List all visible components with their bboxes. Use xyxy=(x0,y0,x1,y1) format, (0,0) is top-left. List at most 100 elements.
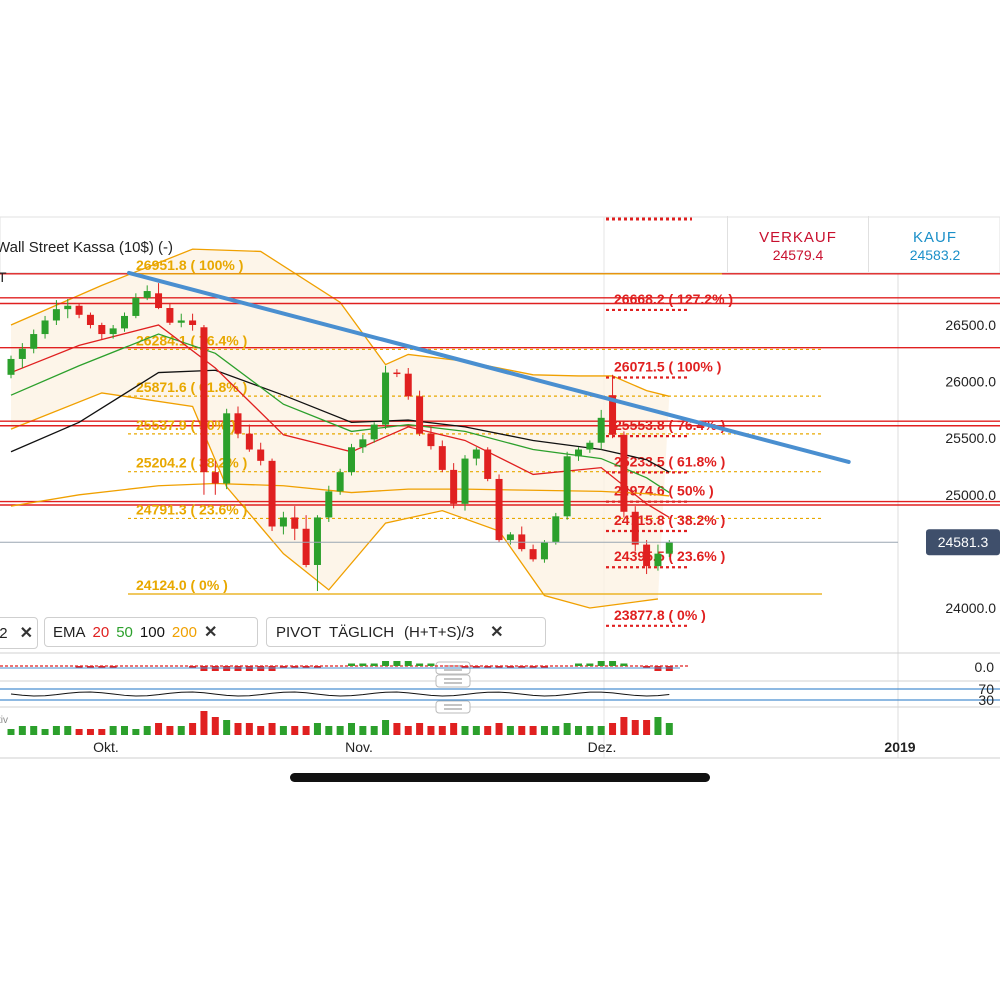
macd-bar xyxy=(279,666,287,669)
candle-body xyxy=(575,449,582,457)
volume-bar xyxy=(336,726,344,735)
buy-box[interactable]: KAUF 24583.2 xyxy=(868,216,1000,272)
candle-body xyxy=(30,334,38,349)
volume-bar xyxy=(132,729,140,735)
fib-secondary-label: 25233.5 ( 61.8% ) xyxy=(614,453,725,469)
candle xyxy=(495,474,503,543)
candle-body xyxy=(370,424,378,440)
candle-body xyxy=(41,320,49,335)
candle xyxy=(223,408,231,490)
volume-bar xyxy=(586,726,594,735)
candle-body xyxy=(529,549,537,560)
volume-bar xyxy=(41,729,49,735)
macd-bar xyxy=(472,666,480,669)
candle xyxy=(86,312,94,329)
candle xyxy=(279,511,287,535)
volume-bar xyxy=(484,726,492,735)
volume-bar xyxy=(30,726,38,735)
candle-body xyxy=(279,517,287,527)
candle-body xyxy=(132,297,140,316)
candle-body xyxy=(359,439,367,448)
candle xyxy=(427,426,435,450)
time-tick-label: 2019 xyxy=(884,739,915,755)
volume-bar xyxy=(166,726,174,735)
indicator-fragment: 2 xyxy=(0,624,8,642)
candle xyxy=(654,544,662,571)
time-axis: Okt. Nov. Dez. 2019 xyxy=(93,739,916,755)
candle-body xyxy=(268,460,276,527)
volume-bar xyxy=(52,726,60,735)
sell-label: VERKAUF xyxy=(759,229,837,246)
close-icon[interactable]: ✕ xyxy=(490,624,504,641)
volume-handle-icon xyxy=(435,700,471,714)
fib-primary-label: 24124.0 ( 0% ) xyxy=(136,577,228,593)
sell-box[interactable]: VERKAUF 24579.4 xyxy=(727,216,868,272)
close-icon[interactable]: ✕ xyxy=(203,624,218,641)
candle xyxy=(245,424,253,452)
indicator-chip-ema[interactable]: EMA 20 50 100 200 ✕ xyxy=(44,617,258,647)
candle xyxy=(143,285,151,301)
volume-bar xyxy=(18,726,26,735)
candle xyxy=(291,506,299,541)
volume-bar xyxy=(495,723,503,735)
volume-bar xyxy=(472,726,480,735)
candle xyxy=(302,515,310,568)
candle xyxy=(438,440,446,473)
candle xyxy=(597,409,605,450)
macd-bar xyxy=(518,666,526,669)
indicator-chip-pivot[interactable]: PIVOT TÄGLICH (H+T+S)/3 ✕ xyxy=(266,617,546,647)
candle-body xyxy=(109,328,117,335)
time-tick-label: Nov. xyxy=(345,739,373,755)
volume-bar xyxy=(302,726,310,735)
candle xyxy=(325,485,333,522)
candle xyxy=(382,365,390,430)
trendline-layer[interactable] xyxy=(127,270,851,464)
volume-bar xyxy=(291,726,299,735)
candle-body xyxy=(52,309,60,321)
candle-body xyxy=(506,534,514,541)
home-indicator[interactable] xyxy=(290,773,710,782)
candle xyxy=(540,540,548,563)
indicator-chip-previous[interactable]: 2 ✕ xyxy=(0,617,38,649)
current-price-badge xyxy=(926,529,1000,556)
candle-body xyxy=(336,472,344,492)
volume-bar xyxy=(268,723,276,735)
chart-canvas[interactable]: 26951.8 ( 100% ) 26284.1 ( 76.4% ) 25871.6… xyxy=(0,213,1000,790)
volume-bar xyxy=(665,723,673,735)
candle xyxy=(211,460,219,495)
candle-body xyxy=(563,456,571,517)
candle xyxy=(41,315,49,339)
macd-bar xyxy=(382,661,390,666)
fib-secondary-label: 26071.5 ( 100% ) xyxy=(614,359,721,375)
candle xyxy=(359,434,367,453)
volume-bar xyxy=(189,723,197,735)
volume-bar xyxy=(75,729,83,735)
fib-secondary-label: 23877.8 ( 0% ) xyxy=(614,607,706,623)
candle-body xyxy=(234,413,242,434)
candle xyxy=(404,368,412,400)
volume-bar xyxy=(620,717,628,735)
volume-bar xyxy=(506,726,514,735)
volume-bar xyxy=(98,729,106,735)
candle-body xyxy=(484,449,492,479)
fib-secondary-label: 26668.2 ( 127.2% ) xyxy=(614,291,733,307)
time-tick-label: Okt. xyxy=(93,739,119,755)
candle xyxy=(393,369,401,378)
close-icon[interactable]: ✕ xyxy=(19,625,33,642)
macd-bar xyxy=(416,663,424,666)
pivot-label: PIVOT xyxy=(276,623,322,641)
macd-bar xyxy=(75,666,83,669)
buy-price: 24583.2 xyxy=(909,247,961,263)
candle-body xyxy=(177,320,185,323)
volume-bar xyxy=(177,726,185,735)
volume-bar xyxy=(529,726,537,735)
ema-period-200: 200 xyxy=(171,623,197,641)
candle-body xyxy=(393,372,401,375)
rsi-line xyxy=(10,691,670,697)
candle-body xyxy=(461,458,469,504)
macd-bar xyxy=(404,661,412,666)
candle-body xyxy=(75,305,83,315)
volume-bar xyxy=(461,726,469,735)
macd-bar xyxy=(348,663,355,666)
candle xyxy=(18,343,26,369)
